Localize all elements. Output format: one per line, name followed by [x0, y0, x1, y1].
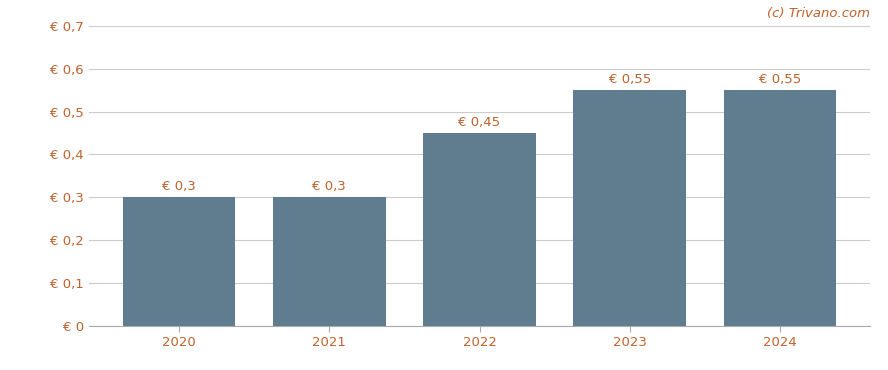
Text: € 0,55: € 0,55: [608, 73, 651, 86]
Bar: [574, 90, 686, 326]
Bar: [123, 197, 235, 326]
Bar: [273, 197, 385, 326]
Bar: [424, 133, 535, 326]
Text: (c) Trivano.com: (c) Trivano.com: [767, 7, 870, 20]
Text: € 0,45: € 0,45: [458, 116, 501, 129]
Text: € 0,55: € 0,55: [759, 73, 801, 86]
Bar: [724, 90, 836, 326]
Text: € 0,3: € 0,3: [163, 180, 196, 193]
Text: € 0,3: € 0,3: [313, 180, 346, 193]
